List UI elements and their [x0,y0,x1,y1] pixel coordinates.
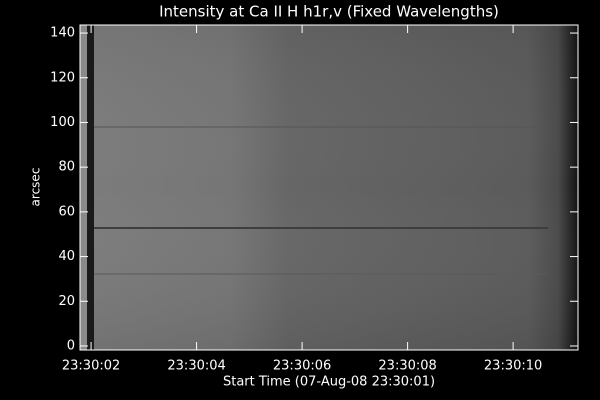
y-tick-label: 0 [67,338,75,353]
y-tick-label: 40 [58,249,75,264]
y-tick-label: 120 [50,70,75,85]
plot-frame [79,24,579,351]
x-tick-label: 23:30:06 [273,359,331,374]
x-tick-label: 23:30:08 [378,359,436,374]
y-tick-label: 20 [58,294,75,309]
x-axis-label: Start Time (07-Aug-08 23:30:01) [223,375,435,390]
y-tick-label: 100 [50,115,75,130]
y-tick-label: 140 [50,26,75,41]
x-tick-label: 23:30:02 [62,359,120,374]
y-tick-label: 60 [58,204,75,219]
y-axis-label: arcsec [29,168,43,207]
chart-title: Intensity at Ca II H h1r,v (Fixed Wavele… [159,3,499,21]
image [80,25,578,350]
y-tick-label: 80 [58,160,75,175]
x-tick-label: 23:30:10 [484,359,542,374]
x-tick-label: 23:30:04 [167,359,225,374]
